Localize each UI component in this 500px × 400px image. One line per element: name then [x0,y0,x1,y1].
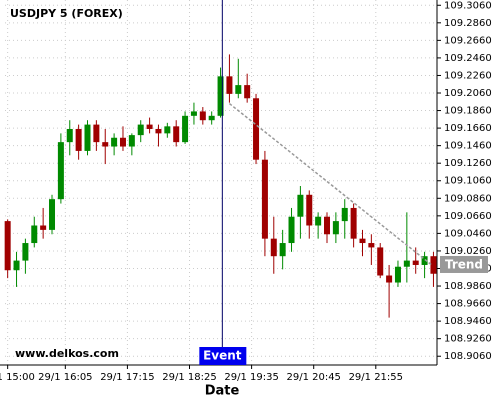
y-tick-label: 109.2260 [444,70,492,81]
x-tick-label: 29/1 16:05 [38,372,92,383]
candle-body [93,124,100,143]
candle-body [403,260,410,267]
y-tick-label: 109.0460 [444,228,492,239]
y-tick-label: 109.1860 [444,106,492,117]
candle-body [66,128,73,143]
candle-body [49,199,56,230]
y-tick-label: 109.1260 [444,158,492,169]
x-tick-label: 29/1 18:25 [162,372,216,383]
y-tick-label: 108.9860 [444,281,492,292]
candle-body [4,221,11,271]
candle-body [430,256,437,274]
x-tick-label: 29/1 17:15 [100,372,154,383]
candle-body [13,260,20,271]
candle-body [137,124,144,136]
candle-body [128,135,135,147]
event-label-box [199,347,247,365]
y-tick-label: 109.2860 [444,18,492,29]
y-tick-label: 108.9660 [444,299,492,310]
candle-body [75,128,82,151]
x-tick-label: 29/1 15:00 [0,372,35,383]
candle-body [261,159,268,239]
y-tick-label: 109.3060 [444,0,492,11]
candle-body [297,194,304,217]
candle-body [164,126,171,134]
candle-body [190,111,197,116]
y-tick-label: 109.2460 [444,53,492,64]
candle-body [279,243,286,257]
x-tick-label: 29/1 21:55 [349,372,403,383]
candle-body [155,128,162,134]
candle-body [119,137,126,147]
candle-body [199,111,206,121]
y-tick-label: 108.9060 [444,351,492,362]
y-tick-label: 109.0860 [444,193,492,204]
y-tick-label: 109.2660 [444,35,492,46]
grid [5,0,437,365]
candle-body [226,76,233,94]
trend-label-box [440,255,488,273]
candle-body [208,115,215,121]
candle-body [84,124,91,151]
candle-body [324,216,331,235]
candle-body [40,225,47,230]
candle-body [350,207,357,239]
candle-body [57,142,64,200]
candle-body [368,243,375,248]
candle-body [182,115,189,143]
candle-body [421,256,428,265]
y-tick-label: 108.9460 [444,316,492,327]
y-tick-label: 108.9260 [444,334,492,345]
trend-line [228,102,433,266]
candle-body [332,221,339,235]
watermark: www.delkos.com [15,347,119,360]
candle-body [31,225,38,244]
candle-body [394,266,401,283]
candle-body [244,85,251,99]
candle-body [146,124,153,129]
candle-body [253,98,260,160]
candle-body [217,76,224,116]
plot [4,54,437,318]
candle-body [412,260,419,265]
candle-body [288,216,295,244]
candle-body [270,238,277,257]
y-tick-label: 109.0260 [444,246,492,257]
x-tick-label: 29/1 20:45 [286,372,340,383]
candle-body [386,275,393,283]
x-axis-title: Date [205,384,240,399]
candle-body [306,194,313,226]
candle-body [235,85,242,94]
candle-body [359,238,366,244]
candle-body [341,207,348,222]
candle-body [173,126,180,143]
candle-body [315,216,322,226]
trend-label: Trend [445,257,483,271]
y-tick-label: 109.2060 [444,88,492,99]
candle-body [102,142,109,147]
candle-body [111,137,118,147]
y-tick-label: 109.1060 [444,176,492,187]
y-tick-label: 109.1460 [444,141,492,152]
y-tick-label: 109.0660 [444,211,492,222]
y-tick-label: 109.1660 [444,123,492,134]
chart-title: USDJPY 5 (FOREX) [10,7,123,20]
x-tick-label: 29/1 19:35 [224,372,278,383]
candle-body [22,243,29,261]
event-label: Event [203,349,242,363]
candle-body [377,247,384,276]
